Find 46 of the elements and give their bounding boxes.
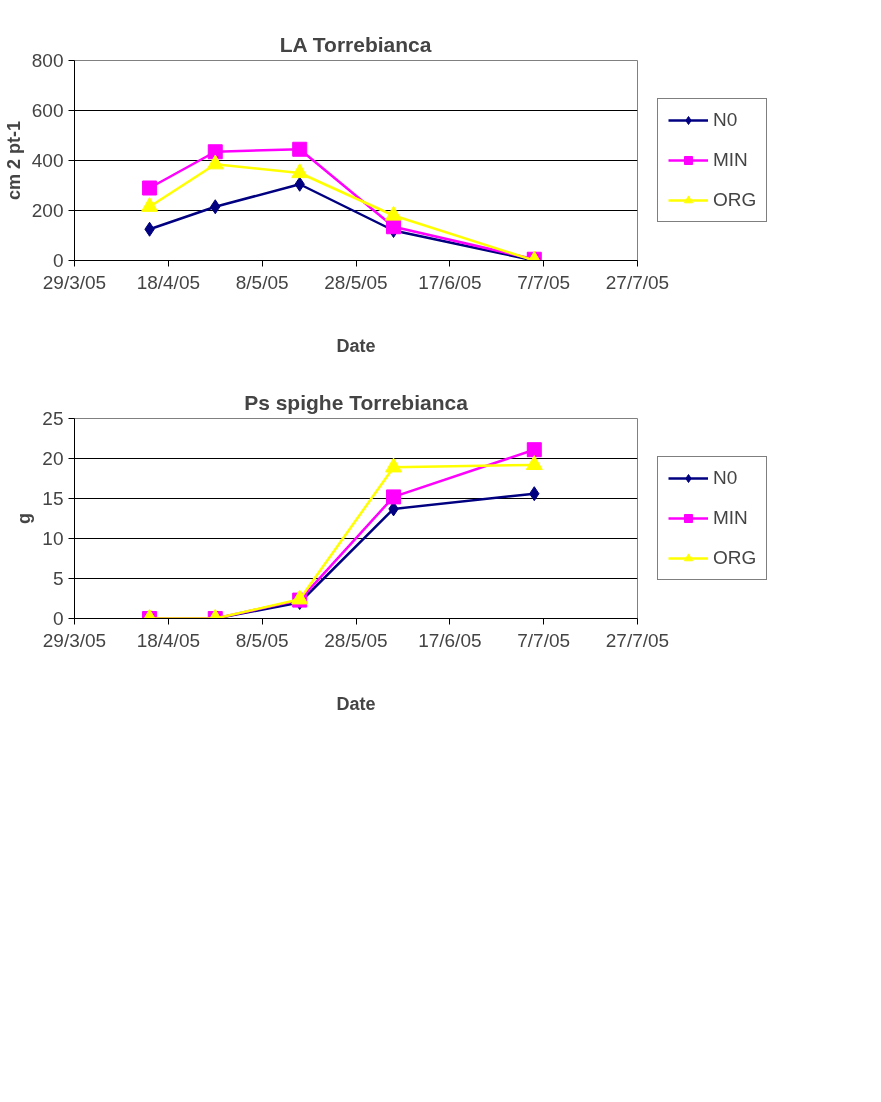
y-tick-label: 25 <box>42 408 64 429</box>
point <box>291 163 309 179</box>
x-tick-label: 7/7/05 <box>517 629 571 651</box>
point <box>141 197 159 212</box>
legend-label: N0 <box>713 467 738 489</box>
x-axis-title: Date <box>336 335 376 356</box>
x-tick-label: 27/7/05 <box>605 629 670 651</box>
x-tick-label: 29/3/05 <box>42 629 107 651</box>
y-tick-label: 800 <box>31 50 64 71</box>
y-tick-label: 0 <box>52 250 64 271</box>
y-axis-title: g <box>14 513 35 524</box>
x-tick-label: 8/5/05 <box>235 629 289 651</box>
y-tick-label: 15 <box>42 488 64 509</box>
x-tick-label: 29/3/05 <box>42 271 107 293</box>
legend-label: MIN <box>713 507 748 529</box>
y-tick-label: 600 <box>31 100 64 121</box>
x-axis-title: Date <box>336 693 376 714</box>
point <box>142 180 158 196</box>
point <box>385 205 403 221</box>
x-tick-label: 8/5/05 <box>235 271 289 293</box>
point <box>292 141 308 157</box>
chart-title: Ps spighe Torrebianca <box>244 390 469 414</box>
y-tick-label: 20 <box>42 448 64 469</box>
legend-label: ORG <box>713 547 757 569</box>
y-tick-label: 10 <box>42 528 64 549</box>
point <box>386 489 402 505</box>
legend-label: MIN <box>713 149 748 171</box>
x-tick-label: 18/4/05 <box>136 629 201 651</box>
point <box>526 442 542 458</box>
x-tick-label: 17/6/05 <box>418 629 482 651</box>
x-tick-label: 7/7/05 <box>517 271 571 293</box>
x-tick-label: 28/5/05 <box>324 629 388 651</box>
point <box>207 144 223 160</box>
x-tick-label: 28/5/05 <box>324 271 388 293</box>
y-tick-label: 0 <box>52 608 64 629</box>
y-axis-title: cm 2 pt-1 <box>3 120 24 201</box>
x-tick-label: 27/7/05 <box>605 271 670 293</box>
legend-label: ORG <box>713 189 757 211</box>
chart-title: LA Torrebianca <box>279 32 432 56</box>
x-tick-label: 17/6/05 <box>418 271 482 293</box>
y-tick-label: 200 <box>31 200 64 221</box>
point <box>206 154 224 170</box>
y-tick-label: 400 <box>31 150 64 171</box>
x-tick-label: 18/4/05 <box>136 271 201 293</box>
legend-label: N0 <box>713 109 738 131</box>
y-tick-label: 5 <box>52 568 64 589</box>
